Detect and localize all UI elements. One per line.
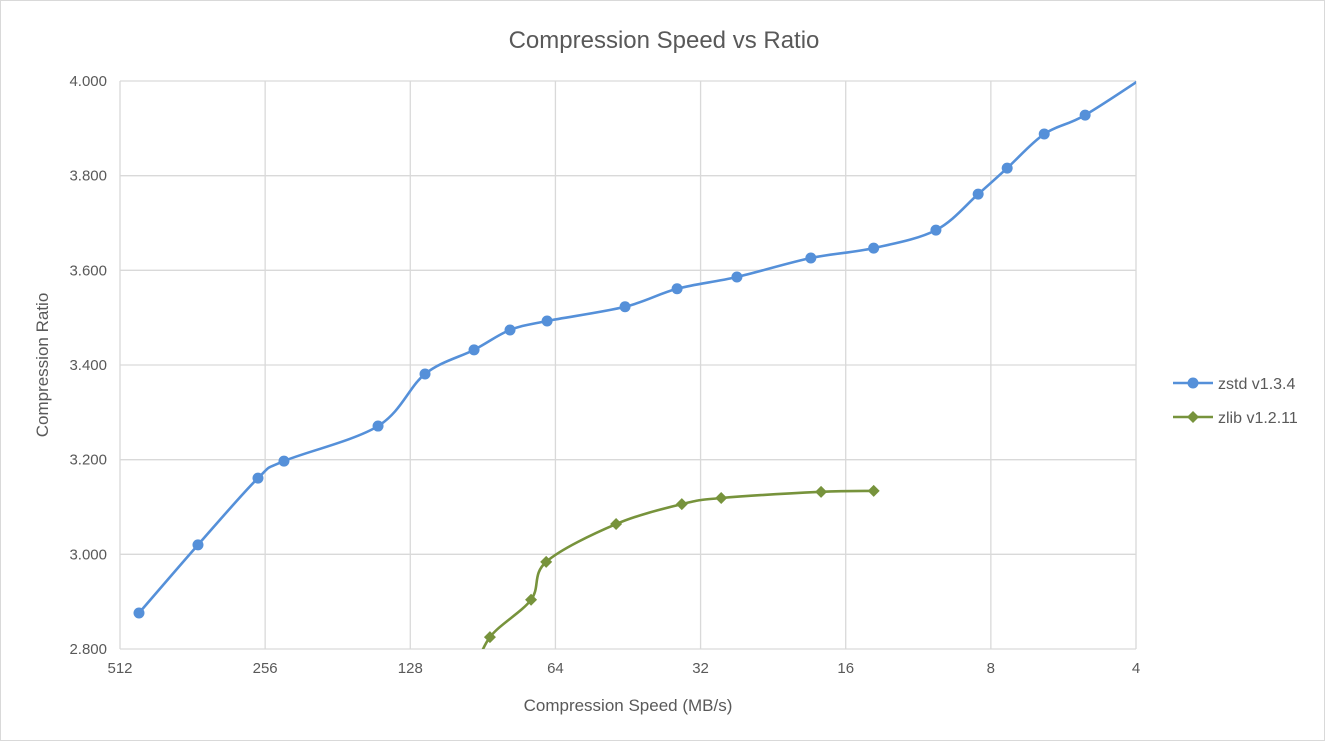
data-point	[525, 593, 538, 606]
data-point	[731, 271, 743, 283]
y-tick-label: 2.800	[69, 641, 107, 658]
data-point	[372, 420, 384, 432]
legend-label: zstd v1.3.4	[1218, 376, 1295, 393]
data-point	[1001, 162, 1013, 174]
data-point	[541, 315, 553, 327]
data-point	[252, 472, 264, 484]
data-point	[867, 484, 880, 497]
x-tick-label: 256	[253, 660, 278, 677]
data-point	[192, 539, 204, 551]
data-point	[930, 224, 942, 236]
y-tick-label: 4.000	[69, 73, 107, 90]
x-tick-label: 64	[547, 660, 564, 677]
data-point	[483, 631, 496, 644]
data-point	[1038, 128, 1050, 140]
data-point	[675, 498, 688, 511]
legend: zstd v1.3.4 zlib v1.2.11	[1173, 376, 1298, 427]
data-point	[805, 252, 817, 264]
legend-label: zlib v1.2.11	[1218, 410, 1298, 427]
x-tick-label: 512	[107, 660, 132, 677]
data-point	[715, 492, 728, 505]
data-point	[610, 518, 623, 531]
y-axis-label: Compression Ratio	[33, 293, 52, 438]
data-point	[671, 283, 683, 295]
data-point	[1079, 109, 1091, 121]
data-point	[619, 301, 631, 313]
x-tick-label: 4	[1132, 660, 1140, 677]
data-point	[504, 324, 516, 336]
legend-marker	[1187, 411, 1199, 423]
y-tick-label: 3.600	[69, 262, 107, 279]
data-point	[419, 368, 431, 380]
x-tick-label: 32	[692, 660, 709, 677]
data-point	[468, 344, 480, 356]
legend-marker	[1187, 377, 1199, 389]
data-point	[278, 455, 290, 467]
x-tick-label: 128	[398, 660, 423, 677]
x-tick-label: 8	[987, 660, 995, 677]
x-tick-label: 16	[837, 660, 854, 677]
data-point	[972, 188, 984, 200]
x-axis-label: Compression Speed (MB/s)	[524, 696, 733, 715]
y-tick-label: 3.000	[69, 546, 107, 563]
data-point	[868, 242, 880, 254]
y-tick-label: 3.200	[69, 452, 107, 469]
y-tick-label: 3.400	[69, 357, 107, 374]
y-tick-label: 3.800	[69, 168, 107, 185]
data-point	[540, 555, 553, 568]
series-line	[138, 80, 1136, 614]
chart-title: Compression Speed vs Ratio	[509, 27, 820, 54]
data-point	[815, 485, 828, 498]
data-point	[133, 607, 145, 619]
